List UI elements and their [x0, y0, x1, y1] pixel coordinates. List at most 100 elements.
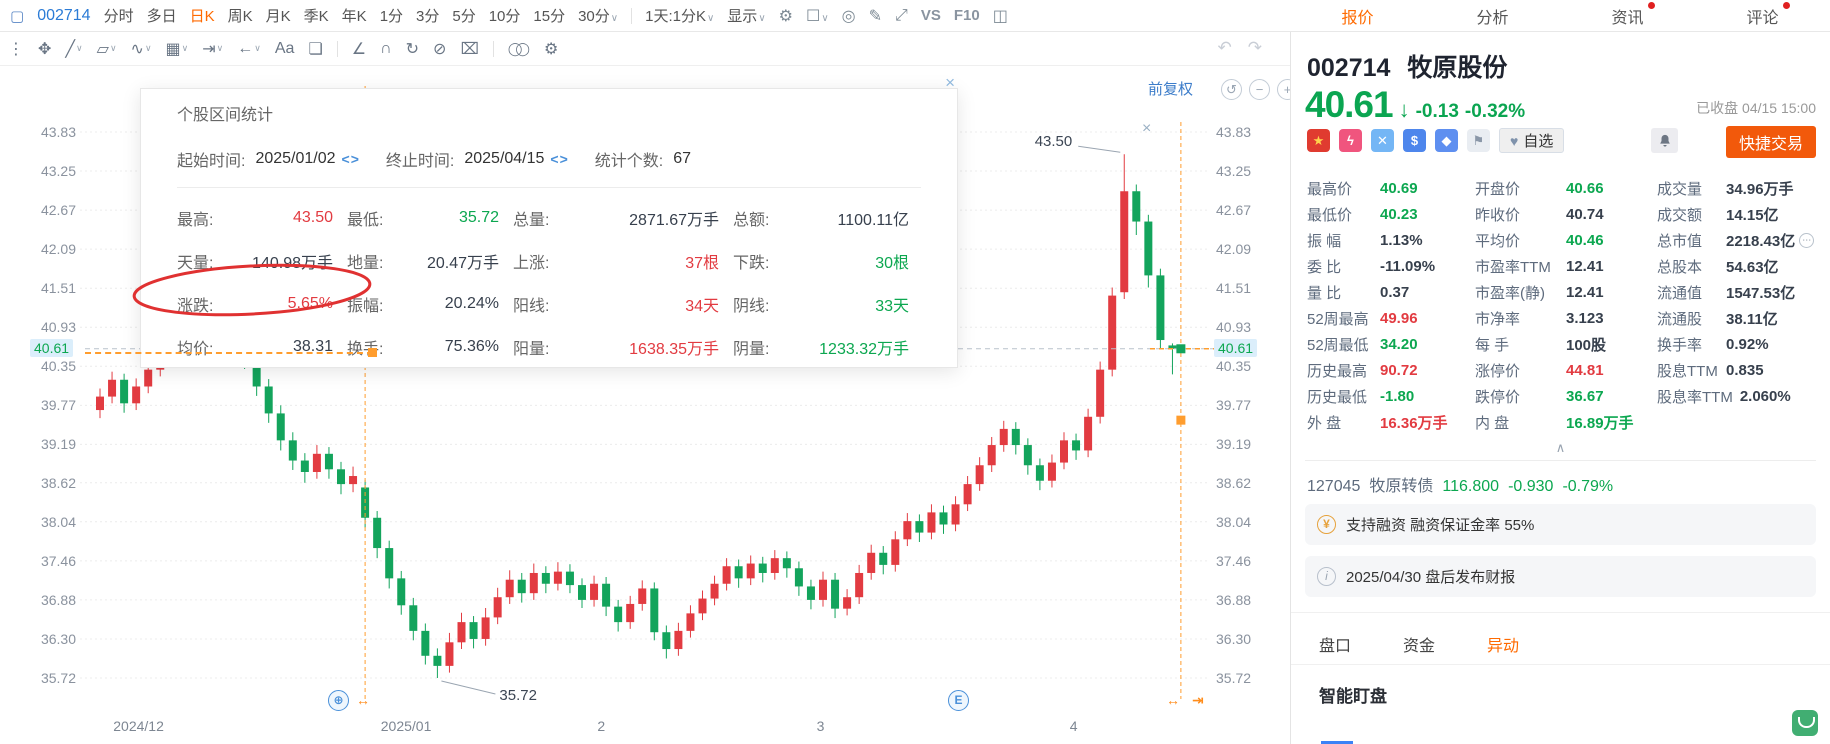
period-10分[interactable]: 10分: [488, 8, 521, 25]
start-date-picker-icon[interactable]: <>: [341, 151, 360, 167]
period-年K[interactable]: 年K: [341, 8, 367, 25]
close-icon[interactable]: ×: [945, 73, 955, 92]
camera-icon[interactable]: ◎: [841, 7, 856, 25]
reset-zoom-icon[interactable]: ↺: [1221, 79, 1242, 100]
composite-period-button[interactable]: 1天:1分K∨: [645, 8, 715, 25]
quick-trade-button[interactable]: 快捷交易: [1725, 126, 1816, 158]
tab-评论[interactable]: 评论: [1746, 2, 1790, 28]
cn-flag-icon[interactable]: ★: [1307, 129, 1330, 152]
add-watchlist-button[interactable]: ♥ 自选: [1499, 128, 1565, 153]
pencil-icon[interactable]: ✎: [868, 7, 883, 25]
trash-icon[interactable]: ⌧: [460, 40, 479, 58]
trendline-icon[interactable]: ╱ ∨: [65, 40, 83, 58]
range-left-anchor[interactable]: [85, 348, 377, 361]
popup-stat-value: 20.47万手: [426, 255, 499, 272]
convertible-bond-row[interactable]: 127045 牧原转债 116.800 -0.930 -0.79%: [1307, 472, 1613, 496]
period-5分[interactable]: 5分: [452, 8, 476, 25]
quote-stat-value: 40.46: [1566, 232, 1604, 249]
tab2-异动[interactable]: 异动: [1487, 638, 1520, 655]
period-月K[interactable]: 月K: [265, 8, 291, 25]
shape-icon[interactable]: ▱ ∨: [96, 40, 117, 58]
arrowleft-icon[interactable]: ← ∨: [237, 39, 261, 57]
compare-icon[interactable]: ◯◯: [507, 40, 530, 56]
candlestick-chart[interactable]: 43.50 35.72 前复权 ↺ − + × 43.83 43.25 42.67 42…: [0, 66, 1298, 744]
gear-icon[interactable]: ⚙: [543, 40, 559, 58]
f10-button[interactable]: F10: [953, 7, 980, 24]
expand-icon[interactable]: ⤢: [895, 6, 908, 24]
range-right-edge-handle[interactable]: ⇥: [1192, 692, 1204, 708]
stock-name: 牧原股份: [1407, 54, 1508, 82]
alert-bell-button[interactable]: [1651, 128, 1678, 153]
y-axis-label: 42.09: [40, 241, 76, 258]
quote-stat-cell: 市净率 3.123: [1475, 308, 1657, 329]
swap-x-icon[interactable]: ✕: [1371, 129, 1394, 152]
popup-stat-label: 下跌:: [733, 255, 770, 272]
period-1分[interactable]: 1分: [379, 8, 404, 25]
zoom-out-icon[interactable]: −: [1249, 79, 1270, 100]
period-日K[interactable]: 日K: [189, 8, 215, 25]
magnet-icon[interactable]: ∩: [380, 39, 392, 57]
collapse-chevron-icon[interactable]: ∧: [1555, 440, 1566, 455]
range-left-handle[interactable]: ↔: [356, 692, 370, 708]
quote-stat-label: 委 比: [1307, 259, 1342, 276]
range-close-icon[interactable]: ×: [1142, 120, 1152, 137]
period-季K[interactable]: 季K: [303, 8, 329, 25]
tag-icon[interactable]: ◆: [1435, 129, 1458, 152]
earnings-notice[interactable]: i 2025/04/30 盘后发布财报: [1305, 556, 1816, 597]
text-icon[interactable]: Aa: [274, 39, 295, 57]
quote-stat-label: 历史最高: [1307, 363, 1368, 380]
period-多日[interactable]: 多日: [146, 8, 177, 25]
quote-stat-value: 44.81: [1566, 362, 1604, 379]
y-axis-label: 40.93: [1216, 319, 1252, 336]
period-3分[interactable]: 3分: [416, 8, 440, 25]
quote-stat-label: 52周最高: [1307, 311, 1369, 328]
ban-icon[interactable]: ⊘: [433, 40, 447, 58]
vs-button[interactable]: VS: [920, 7, 941, 24]
wave-icon[interactable]: ∿ ∨: [130, 40, 152, 58]
tab2-盘口[interactable]: 盘口: [1319, 638, 1352, 655]
horizontal-scrollbar[interactable]: [1321, 741, 1353, 744]
gann-icon[interactable]: ▦ ∨: [165, 40, 189, 58]
adjust-mode-link[interactable]: 前复权: [1148, 81, 1194, 98]
range-right-handle[interactable]: ↔: [1166, 692, 1180, 708]
layout-box-icon[interactable]: ☐∨: [805, 7, 829, 25]
bookmark-icon[interactable]: ⚑: [1467, 129, 1490, 152]
quote-stat-value: 14.15亿: [1726, 207, 1779, 224]
period-30分[interactable]: 30分∨: [578, 8, 619, 25]
symbol-code[interactable]: 002714: [37, 6, 91, 24]
tab2-资金[interactable]: 资金: [1403, 638, 1436, 655]
angle-icon[interactable]: ∠: [351, 40, 367, 58]
quote-stat-value: -1.80: [1380, 388, 1415, 405]
period-15分[interactable]: 15分: [533, 8, 566, 25]
magnifier-badge-icon[interactable]: ⊕: [328, 690, 349, 711]
chevron-down-icon: ∨: [144, 43, 152, 53]
popup-stat-value: 1638.35万手: [629, 341, 719, 358]
market-status: 已收盘: [1696, 100, 1739, 116]
more-icon[interactable]: ⋯: [1799, 233, 1815, 248]
end-date-picker-icon[interactable]: <>: [550, 151, 569, 167]
dollar-icon[interactable]: $: [1403, 129, 1426, 152]
move-icon[interactable]: ✥: [38, 40, 52, 58]
measure-icon[interactable]: ⇥ ∨: [202, 40, 224, 58]
grip-icon[interactable]: ⋮: [8, 40, 24, 58]
margin-notice[interactable]: ¥ 支持融资 融资保证金率 55%: [1305, 504, 1816, 545]
period-分时[interactable]: 分时: [103, 8, 134, 25]
comment-icon[interactable]: ❏: [308, 40, 323, 58]
panel-right-icon[interactable]: ◫: [992, 7, 1008, 25]
gear-icon[interactable]: ⚙: [778, 7, 793, 25]
quote-stat-label: 量 比: [1307, 285, 1342, 302]
event-badge-icon[interactable]: E: [948, 690, 969, 711]
redo-icon[interactable]: ↷: [1247, 38, 1262, 57]
window-icon[interactable]: ▢: [10, 7, 25, 25]
y-axis-label: 42.09: [1216, 241, 1252, 258]
display-menu-button[interactable]: 显示∨: [727, 8, 766, 25]
tab-报价[interactable]: 报价: [1341, 10, 1374, 27]
quote-stat-cell: 历史最低 -1.80: [1307, 386, 1475, 407]
tab-资讯[interactable]: 资讯: [1611, 2, 1655, 28]
period-周K[interactable]: 周K: [227, 8, 253, 25]
tab-分析[interactable]: 分析: [1476, 10, 1509, 27]
quote-stat-value: 40.23: [1380, 206, 1418, 223]
undo-icon[interactable]: ↶: [1217, 38, 1232, 57]
lightning-icon[interactable]: ϟ: [1339, 129, 1362, 152]
cycle-icon[interactable]: ↻: [405, 40, 420, 58]
